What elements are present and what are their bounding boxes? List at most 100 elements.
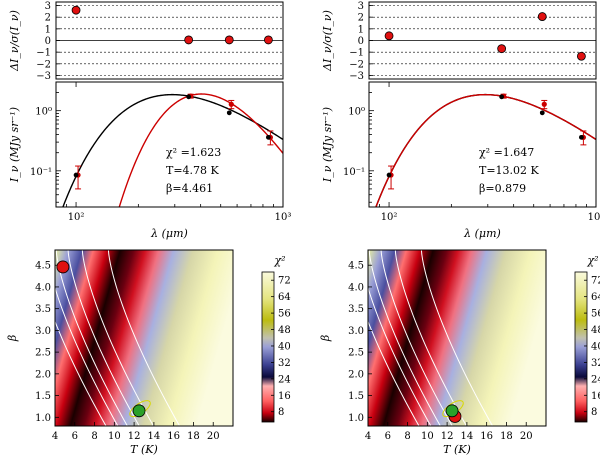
map-y-tick-label: 2.5: [35, 348, 51, 359]
map-y-tick-label: 2.0: [35, 369, 51, 380]
colorbar-tick-label: 16: [591, 391, 600, 402]
sed-xlabel: λ (μm): [150, 227, 188, 240]
colorbar-tick-label: 40: [591, 341, 600, 352]
chi2-contour-line: [368, 250, 441, 426]
sed-annotation: T=4.78 K: [166, 164, 220, 177]
colorbar-tick-label: 64: [278, 292, 291, 303]
residual-tick-label: 0: [358, 36, 364, 47]
map-x-tick-label: 8: [91, 431, 97, 442]
map-x-tick-label: 20: [207, 431, 220, 442]
sed-model-red-line: [375, 93, 596, 207]
sed-y-tick-label: 10⁰: [348, 107, 365, 118]
sed-panel: 10² 10³ 10⁻¹ 10⁰ λ (μm) I_ν (MJy sr⁻¹) χ² =1.6…: [321, 81, 600, 240]
chi2-contour-line: [368, 320, 420, 426]
colorbar-tick-label: 56: [591, 309, 600, 320]
map-y-tick-label: 3.0: [35, 326, 51, 337]
map-y-tick-label: 2.0: [348, 369, 364, 380]
chi2-map-panel: 4 6 8 10 12 14 16 18 20 1.0 1.5 2.0 2.5 3.0 3.5 4.0 4.5 T…: [6, 249, 234, 455]
chi2-contour-line: [55, 320, 107, 426]
residual-tick-label: −2: [36, 59, 51, 70]
colorbar-tick-label: 16: [278, 391, 291, 402]
residual-point: [263, 35, 273, 45]
map-x-tick-label: 4: [365, 431, 371, 442]
colorbar-tick-label: 24: [278, 374, 291, 385]
map-y-tick-label: 1.5: [35, 391, 51, 402]
sed-y-tick-label: 10⁻¹: [30, 167, 52, 178]
residual-tick-label: −3: [349, 71, 364, 82]
residual-point: [576, 51, 586, 61]
chi2-contour-line: [107, 250, 181, 426]
map-x-tick-label: 10: [108, 431, 121, 442]
map-x-tick-label: 4: [52, 431, 58, 442]
residual-tick-label: 2: [358, 13, 364, 24]
chi2-map-image: [368, 250, 546, 426]
sed-annotation: χ² =1.647: [479, 146, 534, 159]
sed-ylabel: I_ν (MJy sr⁻¹): [321, 107, 334, 183]
sed-black-point: [226, 110, 232, 116]
residual-ylabel: ΔI_ν/σ(I_ν): [321, 10, 334, 72]
map-y-tick-label: 4.5: [348, 261, 364, 272]
sed-frame: [55, 81, 284, 208]
map-x-tick-label: 8: [404, 431, 410, 442]
chi2-contour-line: [55, 286, 119, 426]
residual-tick-label: 3: [45, 1, 51, 12]
residual-tick-label: 2: [45, 13, 51, 24]
colorbar: 72 64 56 48 40 32 24 16 8 χ²: [261, 254, 291, 423]
map-y-tick-label: 1.0: [35, 413, 51, 424]
residual-tick-label: 3: [358, 1, 364, 12]
sed-x-tick-label: 10³: [588, 212, 600, 223]
map-ylabel: β: [6, 335, 19, 342]
sed-black-point: [499, 94, 505, 100]
map-xlabel: T (K): [130, 443, 158, 455]
colorbar-tick-label: 24: [591, 374, 600, 385]
map-y-tick-label: 3.0: [348, 326, 364, 337]
colorbar-tick-label: 72: [278, 276, 291, 287]
chi2-contour-line: [81, 250, 154, 426]
sed-annotation: T=13.02 K: [479, 164, 540, 177]
map-x-tick-label: 14: [148, 431, 161, 442]
colorbar-tick-label: 32: [278, 358, 291, 369]
map-x-tick-label: 10: [421, 431, 434, 442]
chi2-map-panel: 4 6 8 10 12 14 16 18 20 1.0 1.5 2.0 2.5 3.0 3.5 4.0 4.5 T…: [319, 249, 547, 455]
residual-point: [497, 44, 507, 54]
sed-panel: 10² 10³ 10⁻¹ 10⁰ λ (μm) I_ν (MJy sr⁻¹) χ² =1.6…: [8, 81, 292, 240]
residual-tick-label: 1: [358, 24, 364, 35]
residual-point: [537, 12, 547, 21]
sed-model-black-line: [62, 93, 283, 207]
residual-point: [71, 5, 81, 15]
map-y-tick-label: 4.0: [348, 282, 364, 293]
chi2-contour-line: [67, 250, 140, 426]
sed-x-tick-label: 10²: [68, 212, 85, 223]
map-x-tick-label: 18: [500, 431, 513, 442]
sed-x-tick-label: 10³: [275, 212, 292, 223]
sed-annotation: β=0.879: [479, 182, 526, 195]
sed-red-point: [228, 101, 234, 107]
colorbar-tick-label: 72: [591, 276, 600, 287]
sed-black-point: [578, 134, 584, 140]
residual-frame: [55, 1, 284, 80]
chi2-map-image: [55, 250, 233, 426]
map-x-tick-label: 6: [385, 431, 391, 442]
best-fit-red-marker: [56, 260, 70, 274]
map-x-tick-label: 14: [461, 431, 474, 442]
colorbar-gradient: [261, 271, 275, 423]
sed-curves: [375, 93, 596, 207]
map-y-tick-label: 3.5: [348, 304, 364, 315]
sed-annotation: χ² =1.623: [166, 146, 221, 159]
colorbar-tick-label: 64: [591, 292, 600, 303]
map-x-tick-label: 20: [520, 431, 533, 442]
sed-curves: [62, 93, 283, 207]
colorbar-tick-label: 56: [278, 309, 291, 320]
map-x-tick-label: 12: [128, 431, 141, 442]
sed-y-tick-label: 10⁰: [35, 107, 52, 118]
residual-frame: [368, 1, 597, 80]
chi2-contour-line: [420, 250, 494, 426]
sed-model-black-line: [375, 93, 596, 207]
sed-model-red-line: [118, 93, 283, 207]
residual-tick-label: −1: [36, 48, 51, 59]
residual-ylabel: ΔI_ν/σ(I_ν): [8, 10, 21, 72]
map-y-tick-label: 1.0: [348, 413, 364, 424]
